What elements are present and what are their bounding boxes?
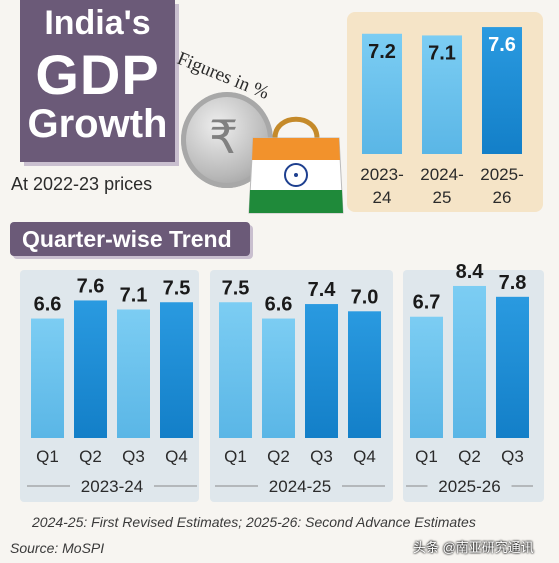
- quarter-bar-2023-24-Q3: [117, 309, 150, 438]
- quarter-value-label: 7.8: [499, 272, 527, 294]
- quarter-value-label: 7.5: [163, 277, 191, 299]
- quarter-value-label: 7.6: [77, 275, 105, 297]
- annual-value-label: 7.2: [368, 41, 396, 63]
- section-title: Quarter-wise Trend: [22, 226, 232, 252]
- watermark: 头条 @南亚研究通讯: [413, 540, 534, 555]
- quarter-bar-2023-24-Q2: [74, 300, 107, 438]
- quarter-bar-2025-26-Q1: [410, 316, 443, 438]
- quarter-value-label: 7.5: [222, 277, 250, 299]
- quarter-bar-2024-25-Q3: [305, 304, 338, 438]
- annual-category-label: 2023-: [360, 165, 403, 184]
- annual-category-label: 25: [433, 188, 452, 207]
- quarter-category-label: Q4: [165, 447, 188, 466]
- quarter-bar-2023-24-Q4: [160, 302, 193, 438]
- quarter-value-label: 8.4: [456, 261, 485, 283]
- footnote: 2024-25: First Revised Estimates; 2025-2…: [32, 514, 476, 530]
- annual-bar-2025-26: [482, 27, 522, 154]
- annual-category-label: 26: [493, 188, 512, 207]
- quarter-category-label: Q2: [458, 447, 481, 466]
- annual-category-label: 24: [373, 188, 392, 207]
- subtitle: At 2022-23 prices: [11, 174, 153, 194]
- quarter-category-label: Q1: [415, 447, 438, 466]
- annual-category-label: 2024-: [420, 165, 463, 184]
- quarter-bar-2023-24-Q1: [31, 318, 64, 438]
- quarter-category-label: Q1: [36, 447, 59, 466]
- quarter-bar-2025-26-Q2: [453, 285, 486, 438]
- quarter-value-label: 6.6: [34, 294, 62, 316]
- annual-bar-2023-24: [362, 33, 402, 155]
- quarter-category-label: Q3: [501, 447, 524, 466]
- quarter-value-label: 6.7: [413, 292, 441, 314]
- title-line-2: GDP: [35, 43, 160, 106]
- source-note: Source: MoSPI: [10, 540, 105, 556]
- quarter-category-label: Q3: [122, 447, 145, 466]
- tricolour-bag-icon: [248, 116, 344, 214]
- quarter-value-label: 7.0: [351, 286, 379, 308]
- quarter-category-label: Q4: [353, 447, 376, 466]
- quarter-value-label: 6.6: [265, 294, 293, 316]
- quarter-value-label: 7.1: [120, 284, 148, 306]
- title-line-3: Growth: [27, 102, 168, 146]
- title-line-1: India's: [44, 4, 151, 42]
- quarter-group-label: 2025-26: [438, 477, 500, 496]
- annual-value-label: 7.6: [488, 34, 516, 56]
- title-box: India's GDP Growth: [20, 0, 175, 162]
- quarter-category-label: Q2: [79, 447, 102, 466]
- annual-value-label: 7.1: [428, 42, 456, 64]
- quarter-bar-2025-26-Q3: [496, 296, 529, 438]
- quarter-bar-2024-25-Q4: [348, 311, 381, 438]
- quarter-bar-2024-25-Q1: [219, 302, 252, 438]
- quarter-category-label: Q2: [267, 447, 290, 466]
- quarter-value-label: 7.4: [308, 279, 337, 301]
- annual-bar-2024-25: [422, 35, 462, 154]
- quarter-category-label: Q3: [310, 447, 333, 466]
- quarter-bar-2024-25-Q2: [262, 318, 295, 438]
- annual-category-label: 2025-: [480, 165, 523, 184]
- section-banner: Quarter-wise Trend: [10, 222, 250, 256]
- quarter-group-label: 2023-24: [81, 477, 143, 496]
- quarter-group-label: 2024-25: [269, 477, 331, 496]
- quarter-category-label: Q1: [224, 447, 247, 466]
